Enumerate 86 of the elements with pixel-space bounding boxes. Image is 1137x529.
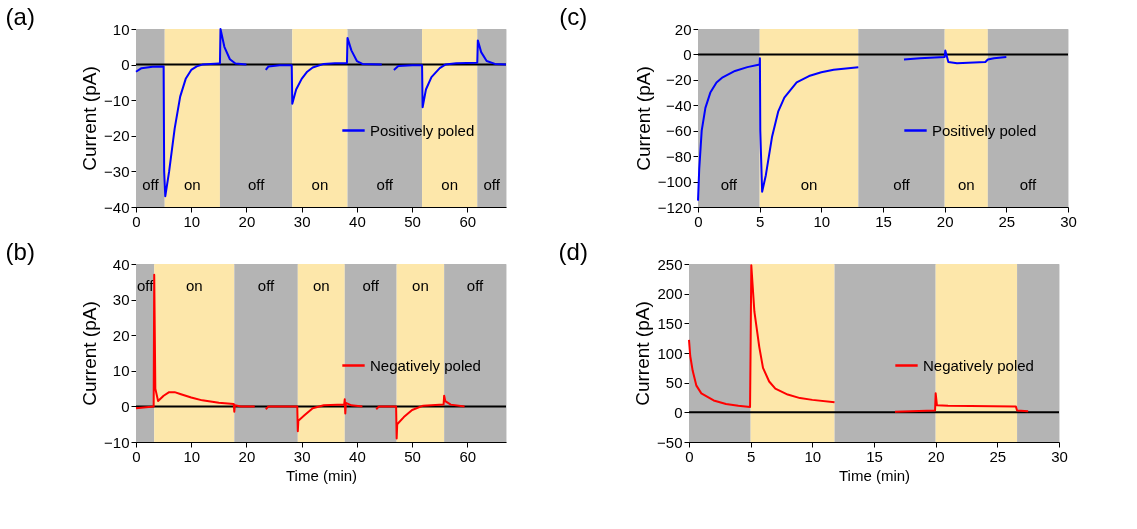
x-tick-label: 20: [238, 447, 256, 465]
band-label: on: [312, 277, 330, 294]
x-tick-label: 50: [404, 212, 421, 230]
x-tick-label: 20: [936, 212, 954, 230]
y-tick-label: 0: [683, 45, 692, 63]
y-tick-label: 20: [674, 20, 692, 38]
band-label: off: [376, 176, 394, 193]
x-axis-title: Time (min): [838, 466, 911, 484]
y-axis-title: Current (pA): [632, 301, 654, 406]
band-label: off: [483, 176, 501, 193]
y-tick-label: −120: [657, 198, 692, 216]
y-tick-label: 0: [121, 397, 130, 415]
x-tick-label: 40: [349, 212, 366, 230]
x-tick-label: 30: [293, 447, 311, 465]
y-tick-label: 40: [112, 255, 130, 273]
x-tick-label: 15: [875, 212, 892, 230]
x-tick-label: 20: [238, 212, 256, 230]
y-tick-label: −60: [666, 122, 692, 140]
band-label: on: [311, 176, 329, 193]
y-tick-label: −10: [104, 433, 130, 451]
y-tick-label: 150: [657, 314, 683, 332]
y-tick-label: 250: [657, 255, 683, 273]
y-tick-label: 0: [674, 403, 683, 421]
x-tick-label: 25: [998, 212, 1016, 230]
y-axis-title: Current (pA): [632, 66, 654, 171]
y-tick-label: 200: [657, 285, 683, 303]
band-label: on: [441, 176, 459, 193]
band-label: off: [466, 277, 485, 294]
band-label: off: [247, 176, 266, 193]
chart-title: (a): [5, 3, 35, 30]
x-tick-label: 0: [132, 447, 141, 465]
legend-label: Positively poled: [370, 121, 475, 139]
x-axis-title: Time (min): [285, 466, 358, 484]
legend-label: Positively poled: [932, 121, 1037, 139]
y-axis-title: Current (pA): [79, 301, 101, 406]
x-tick-label: 50: [404, 447, 421, 465]
band-label: off: [893, 176, 911, 193]
x-tick-label: 0: [132, 212, 141, 230]
band-label: off: [1019, 176, 1037, 193]
x-tick-label: 40: [349, 447, 366, 465]
x-tick-label: 20: [927, 447, 945, 465]
x-tick-label: 30: [1051, 447, 1068, 465]
x-tick-label: 30: [1060, 212, 1077, 230]
y-axis-title: Current (pA): [79, 66, 101, 171]
y-tick-label: −20: [104, 127, 130, 145]
chart-title: (c): [559, 3, 588, 30]
chart-title: (b): [5, 238, 35, 265]
y-tick-label: −50: [657, 433, 683, 451]
y-tick-label: −10: [104, 91, 130, 109]
band-label: on: [183, 176, 201, 193]
x-tick-label: 60: [459, 447, 477, 465]
legend-label: Negatively poled: [370, 356, 481, 374]
band-label: off: [362, 277, 380, 294]
band-label: on: [185, 277, 203, 294]
x-tick-label: 30: [293, 212, 311, 230]
x-tick-label: 15: [866, 447, 883, 465]
y-tick-label: −40: [666, 96, 692, 114]
y-tick-label: 0: [121, 56, 130, 74]
chart-title: (d): [558, 238, 588, 265]
x-tick-label: 5: [755, 212, 765, 230]
y-tick-label: 50: [665, 374, 683, 392]
x-tick-label: 10: [183, 212, 201, 230]
x-tick-label: 10: [804, 447, 822, 465]
y-tick-label: 100: [657, 344, 683, 362]
band-label: off: [257, 277, 276, 294]
x-tick-label: 5: [746, 447, 756, 465]
band-label: on: [412, 277, 429, 294]
x-tick-label: 10: [183, 447, 201, 465]
x-tick-label: 25: [989, 447, 1007, 465]
y-tick-label: −30: [104, 162, 130, 180]
y-tick-label: −20: [666, 71, 692, 89]
y-tick-label: 10: [112, 362, 130, 380]
band-label: off: [720, 176, 738, 193]
x-tick-label: 10: [813, 212, 831, 230]
y-tick-label: 10: [112, 20, 130, 38]
legend-label: Negatively poled: [923, 356, 1034, 374]
x-tick-label: 0: [694, 212, 703, 230]
band-label: off: [142, 176, 160, 193]
y-tick-label: −100: [657, 173, 692, 191]
y-tick-label: −40: [104, 198, 130, 216]
band-label: on: [800, 176, 818, 193]
y-tick-label: −80: [666, 147, 692, 165]
y-tick-label: 30: [112, 291, 130, 309]
y-tick-label: 20: [112, 326, 130, 344]
band-label: on: [957, 176, 975, 193]
x-tick-label: 60: [459, 212, 477, 230]
